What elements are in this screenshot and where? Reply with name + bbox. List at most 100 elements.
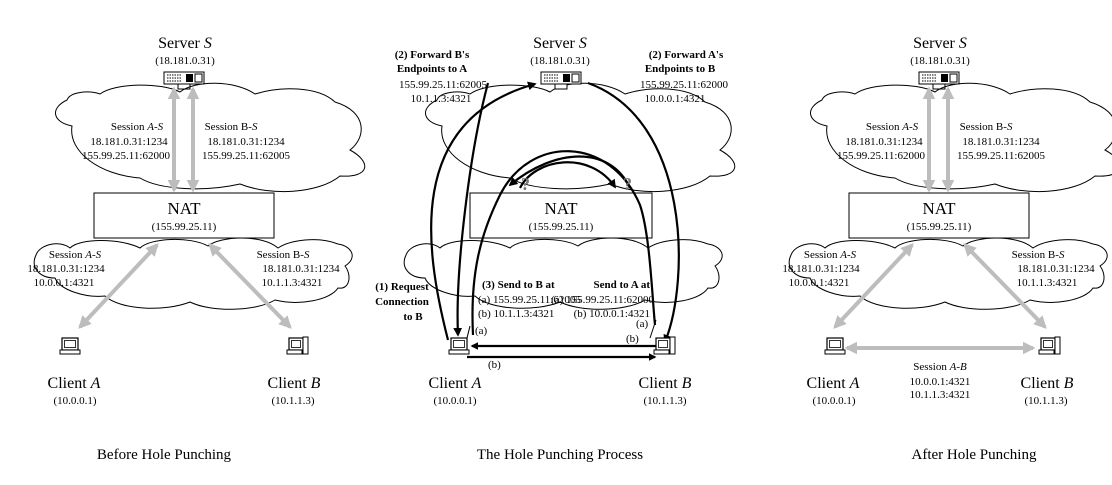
nat-box	[469, 192, 653, 239]
client-b-ip: (10.1.1.3)	[271, 395, 314, 407]
send-to-a-addr-a: (a) 155.99.25.11:62000	[551, 294, 654, 306]
send-to-b-title: (3) Send to B at	[482, 279, 555, 291]
punch-arc-to-a	[508, 155, 631, 189]
panel-caption: After Hole Punching	[912, 447, 1037, 463]
request-label-2: Connection	[375, 296, 429, 308]
session-ab-addr-2: 10.1.1.3:4321	[910, 389, 971, 401]
session-bs-addr-1: 18.181.0.31:1234	[962, 136, 1040, 148]
session-as-addr-2: 155.99.25.11:62000	[837, 150, 925, 162]
blocked-question-right: ?	[623, 174, 632, 194]
session-bs-local-label: Session B-S	[1012, 249, 1065, 261]
nat-label: NAT	[922, 199, 956, 218]
session-bs-local-addr-2: 10.1.1.3:4321	[1017, 277, 1078, 289]
server-label: Server S	[158, 35, 212, 52]
blocked-mark-right	[649, 319, 657, 339]
session-as-local-addr-2: 10.0.0.1:4321	[789, 277, 850, 289]
session-as-label: Session A-S	[866, 121, 919, 133]
client-a-computer-icon	[59, 337, 81, 355]
mark-b-right: (b)	[626, 333, 639, 345]
client-b-ip: (10.1.1.3)	[643, 395, 686, 407]
client-a-computer-icon	[824, 337, 846, 355]
send-to-a-title: Send to A at	[593, 279, 650, 291]
server-ip: (18.181.0.31)	[530, 55, 590, 67]
client-a-computer-icon	[448, 337, 470, 355]
client-b-computer-icon	[1038, 336, 1061, 355]
client-b-label: Client B	[639, 375, 692, 392]
client-a-label: Client A	[48, 375, 101, 392]
session-as-local-addr-1: 18.181.0.31:1234	[782, 263, 860, 275]
forward-a-addr-2: 10.0.0.1:4321	[645, 93, 706, 105]
client-b-label: Client B	[1021, 375, 1074, 392]
client-a-label: Client A	[807, 375, 860, 392]
mark-a-left: (a)	[475, 325, 488, 337]
forward-b-label-1: (2) Forward B's	[395, 49, 470, 61]
server-label: Server S	[533, 35, 587, 52]
server-ip: (18.181.0.31)	[910, 55, 970, 67]
session-as-label: Session A-S	[111, 121, 164, 133]
send-to-b-addr-a: (a) 155.99.25.11:62005	[478, 294, 581, 306]
client-b-computer-icon	[653, 336, 676, 355]
send-to-b-addr-b: (b) 10.1.1.3:4321	[478, 308, 554, 320]
client-b-ip: (10.1.1.3)	[1024, 395, 1067, 407]
server-icon	[918, 71, 960, 90]
session-bs-local-addr-1: 18.181.0.31:1234	[1017, 263, 1095, 275]
forward-b-addr-1: 155.99.25.11:62005	[399, 79, 487, 91]
session-as-addr-1: 18.181.0.31:1234	[845, 136, 923, 148]
session-bs-local-addr-1: 18.181.0.31:1234	[262, 263, 340, 275]
panel-caption: Before Hole Punching	[97, 447, 232, 463]
panel-caption: The Hole Punching Process	[477, 447, 643, 463]
nat-box	[93, 192, 275, 239]
forward-a-label-2: Endpoints to B	[645, 63, 716, 75]
forward-b-to-a-arrow	[453, 82, 490, 337]
session-bs-local-label: Session B-S	[257, 249, 310, 261]
session-ab-label: Session A-B	[913, 361, 967, 373]
request-label-1: (1) Request	[375, 281, 429, 293]
request-label-3: to B	[403, 311, 423, 323]
nat-ip: (155.99.25.11)	[152, 221, 217, 233]
session-as-local-label: Session A-S	[804, 249, 857, 261]
nat-label: NAT	[167, 199, 201, 218]
client-a-ip: (10.0.0.1)	[812, 395, 855, 407]
mark-a-right: (a)	[636, 318, 649, 330]
nat-box	[848, 192, 1030, 239]
session-bs-label: Session B-S	[960, 121, 1013, 133]
request-connection-arrow	[430, 81, 537, 341]
session-bs-addr-2: 155.99.25.11:62005	[957, 150, 1045, 162]
panel-before: Server S (18.181.0.31) Session A-S 18.18…	[27, 35, 366, 463]
session-bs-addr-1: 18.181.0.31:1234	[207, 136, 285, 148]
session-ab-addr-1: 10.0.0.1:4321	[910, 376, 971, 388]
forward-a-label-1: (2) Forward A's	[649, 49, 724, 61]
nat-label: NAT	[544, 199, 578, 218]
panel-process: NAT (155.99.25.11) Server S (18.181.0.31…	[375, 35, 736, 463]
session-as-local-addr-1: 18.181.0.31:1234	[27, 263, 105, 275]
session-as-local-addr-2: 10.0.0.1:4321	[34, 277, 95, 289]
server-icon	[540, 71, 582, 90]
forward-b-addr-2: 10.1.1.3:4321	[411, 93, 472, 105]
blocked-question-left: ?	[521, 174, 530, 194]
client-a-label: Client A	[429, 375, 482, 392]
session-as-addr-1: 18.181.0.31:1234	[90, 136, 168, 148]
panel-after: Server S (18.181.0.31) Session A-S 18.18…	[782, 35, 1112, 463]
session-as-local-label: Session A-S	[49, 249, 102, 261]
nat-ip: (155.99.25.11)	[529, 221, 594, 233]
session-bs-local-arrow	[208, 243, 292, 329]
client-a-ip: (10.0.0.1)	[53, 395, 96, 407]
server-icon	[163, 71, 205, 90]
send-to-a-addr-b: (b) 10.0.0.1:4321	[574, 308, 650, 320]
session-bs-label: Session B-S	[205, 121, 258, 133]
client-a-ip: (10.0.0.1)	[433, 395, 476, 407]
nat-ip: (155.99.25.11)	[907, 221, 972, 233]
punch-arc-to-b	[519, 161, 616, 189]
session-bs-local-arrow	[963, 243, 1047, 329]
mark-b-left: (b)	[488, 359, 501, 371]
forward-a-addr-1: 155.99.25.11:62000	[640, 79, 728, 91]
client-b-label: Client B	[268, 375, 321, 392]
punch-arc-outer	[471, 150, 657, 336]
session-as-local-arrow	[78, 243, 159, 329]
forward-a-to-b-arrow	[587, 81, 680, 344]
session-as-local-arrow	[833, 243, 914, 329]
server-label: Server S	[913, 35, 967, 52]
client-b-computer-icon	[286, 336, 309, 355]
